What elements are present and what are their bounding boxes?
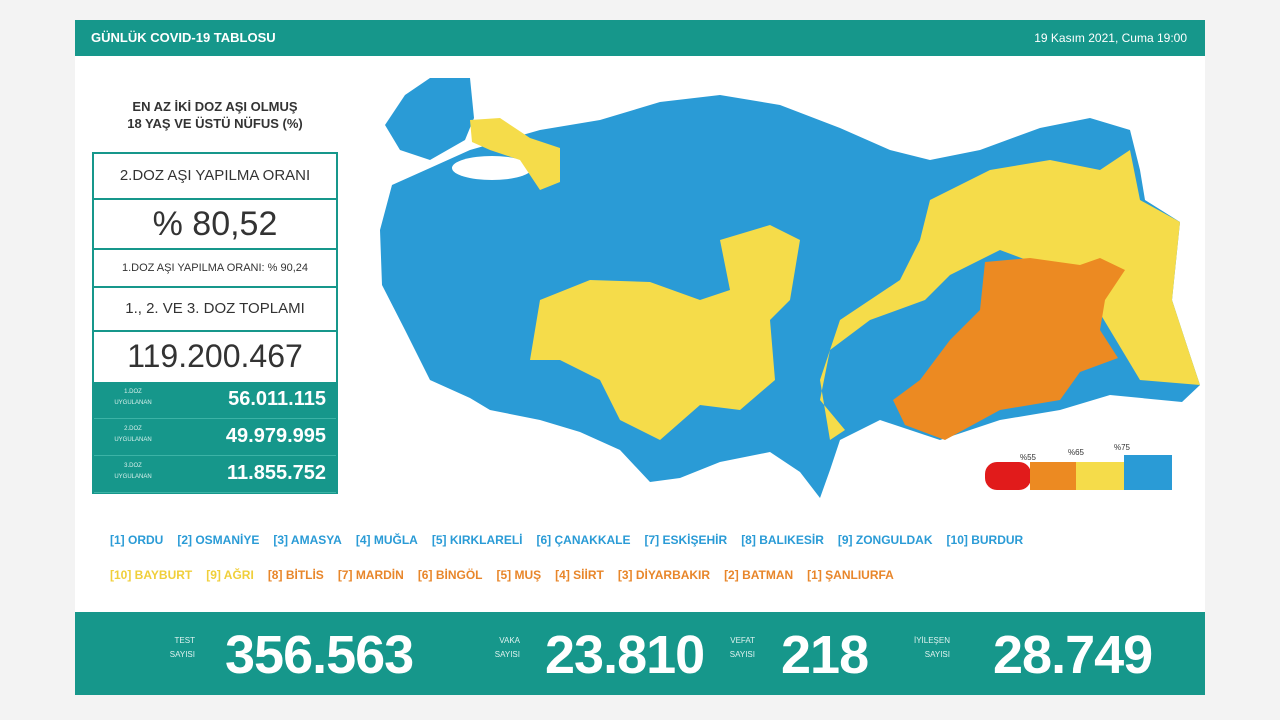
stat-label-line: İYİLEŞEN	[913, 636, 950, 645]
dose-value: 56.011.115	[228, 388, 326, 410]
dose-label-line: UYGULANAN	[114, 474, 152, 480]
dose-label: 2.DOZ UYGULANAN	[98, 424, 168, 446]
stat-label: VEFAT SAYISI	[695, 634, 755, 662]
header-bar: GÜNLÜK COVID-19 TABLOSU 19 Kasım 2021, C…	[75, 20, 1205, 56]
stat-value: 356.563	[225, 625, 414, 685]
marmara-sea	[452, 156, 532, 180]
stat-label-line: SAYISI	[494, 650, 520, 659]
city: [3] DİYARBAKIR	[617, 568, 711, 582]
city: [4] MUĞLA	[355, 533, 418, 547]
legend-label: %75	[1114, 443, 1131, 452]
stat-label-line: SAYISI	[729, 650, 755, 659]
stat-label-line: SAYISI	[924, 650, 950, 659]
dose-label: 3.DOZ UYGULANAN	[98, 461, 168, 483]
total-label: 1., 2. VE 3. DOZ TOPLAMI	[94, 288, 336, 332]
dose-value: 11.855.752	[227, 462, 326, 484]
total-value: 119.200.467	[127, 338, 303, 374]
stat-label: İYİLEŞEN SAYISI	[890, 634, 950, 662]
map-yellow-east	[820, 150, 1200, 440]
stat-label: TEST SAYISI	[135, 634, 195, 662]
stat-label-line: SAYISI	[169, 650, 195, 659]
stat-label-line: TEST	[174, 636, 195, 645]
city: [9] AĞRI	[206, 568, 254, 582]
city: [7] ESKİŞEHİR	[644, 533, 728, 547]
dose-row: 1.DOZ UYGULANAN 56.011.115	[94, 382, 336, 419]
legend-label: %55	[1020, 453, 1037, 462]
top-list: [1] ORDU [2] OSMANİYE [3] AMASYA [4] MUĞLA […	[110, 533, 1190, 547]
header-date: 19 Kasım 2021, Cuma 19:00	[1034, 31, 1187, 45]
dose-value: 49.979.995	[225, 425, 326, 447]
city: [7] MARDİN	[337, 568, 404, 582]
stat-label: VAKA SAYISI	[460, 634, 520, 662]
dose-label-line: UYGULANAN	[114, 437, 152, 443]
legend-blue	[1124, 455, 1172, 490]
city: [5] MUŞ	[496, 568, 542, 582]
stat-value: 23.810	[545, 625, 705, 685]
stat-value: 218	[781, 625, 869, 685]
city: [10] BAYBURT	[110, 568, 193, 582]
legend-red	[985, 462, 1031, 490]
city: [6] BİNGÖL	[417, 568, 483, 582]
city: [4] SİİRT	[555, 568, 604, 582]
dose-label-line: UYGULANAN	[114, 400, 152, 406]
city: [5] KIRKLARELİ	[431, 533, 523, 547]
heading-line: 18 YAŞ VE ÜSTÜ NÜFUS (%)	[127, 116, 303, 131]
dose-label-line: 3.DOZ	[124, 463, 142, 469]
map-orange-se	[893, 258, 1125, 440]
stat-label-line: VEFAT	[730, 636, 755, 645]
dose-row: 2.DOZ UYGULANAN 49.979.995	[94, 419, 336, 456]
panel-heading: EN AZ İKİ DOZ AŞI OLMUŞ 18 YAŞ VE ÜSTÜ N…	[92, 98, 338, 132]
legend-yellow	[1076, 462, 1124, 490]
second-dose-rate: % 80,52	[94, 200, 336, 250]
stat-value: 28.749	[993, 625, 1153, 685]
stats-bar: TEST SAYISI 356.563 VAKA SAYISI 23.810 VEFAT SA…	[75, 612, 1205, 695]
city: [2] BATMAN	[724, 568, 794, 582]
map-yellow-central	[530, 225, 800, 440]
city: [1] ŞANLIURFA	[807, 568, 894, 582]
map: %55 %65 %75	[380, 78, 1200, 498]
dose-list: 1.DOZ UYGULANAN 56.011.115 2.DOZ UYGULANAN 49…	[94, 382, 336, 493]
dose-label: 1.DOZ UYGULANAN	[98, 387, 168, 409]
dose-label-line: 2.DOZ	[124, 426, 142, 432]
city: [9] ZONGULDAK	[837, 533, 933, 547]
vaccine-box: 2.DOZ AŞI YAPILMA ORANI % 80,52 1.DOZ AŞ…	[92, 152, 338, 494]
map-thrace	[385, 78, 474, 160]
second-dose-label: 2.DOZ AŞI YAPILMA ORANI	[94, 154, 336, 200]
first-dose-rate: 1.DOZ AŞI YAPILMA ORANI: % 90,24	[94, 250, 336, 288]
city: [1] ORDU	[110, 533, 164, 547]
header-title: GÜNLÜK COVID-19 TABLOSU	[91, 30, 276, 45]
city: [3] AMASYA	[273, 533, 342, 547]
dose-row: 3.DOZ UYGULANAN 11.855.752	[94, 456, 336, 493]
legend-orange	[1030, 462, 1076, 490]
map-yellow-nw	[470, 118, 560, 190]
legend-label: %65	[1068, 448, 1085, 457]
city: [8] BALIKESİR	[741, 533, 824, 547]
dose-label-line: 1.DOZ	[124, 389, 142, 395]
city: [6] ÇANAKKALE	[536, 533, 631, 547]
heading-line: EN AZ İKİ DOZ AŞI OLMUŞ	[132, 99, 298, 114]
city: [2] OSMANİYE	[177, 533, 260, 547]
city: [8] BİTLİS	[267, 568, 324, 582]
city: [10] BURDUR	[946, 533, 1024, 547]
stat-label-line: VAKA	[499, 636, 520, 645]
bottom-list: [10] BAYBURT [9] AĞRI [8] BİTLİS [7] MARDİN…	[110, 568, 1190, 582]
